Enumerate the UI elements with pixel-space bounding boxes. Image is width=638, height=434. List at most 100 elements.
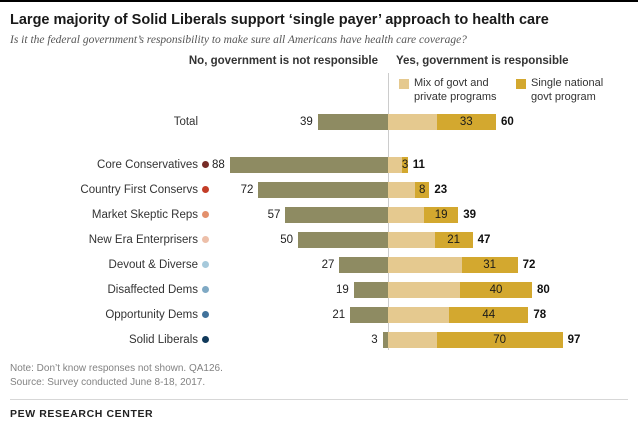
yes-total-value: 80 [537,283,550,296]
chart-source: Source: Survey conducted June 8-18, 2017… [10,377,206,389]
no-bar-zone: 19 [212,281,388,298]
group-label: Core Conservatives [97,158,198,171]
yes-total-value: 23 [434,183,448,196]
group-dot [202,261,209,269]
yes-total-value: 78 [533,308,547,321]
yes-bar-zone: 21 47 [388,231,638,248]
legend-label-single: Single national govt program [531,77,604,103]
group-label: Disaffected Dems [107,283,198,296]
single-value: 44 [482,308,496,321]
no-bar [339,256,388,273]
chart-row: Disaffected Dems 19 40 80 [0,277,638,302]
no-bar [258,181,388,198]
legend-label-mix: Mix of govt and private programs [414,77,497,103]
no-value: 3 [371,333,378,346]
group-dot-zone [198,211,212,219]
mix-bar [388,206,424,223]
no-bar-zone: 21 [212,306,388,323]
group-dot [202,286,209,294]
single-bar: 44 [449,306,529,323]
group-dot-zone [198,336,212,344]
yes-total-value: 39 [463,208,476,221]
single-value: 70 [493,333,506,346]
group-label: Opportunity Dems [105,308,198,321]
yes-bar-zone: 70 97 [388,331,638,348]
group-label: Total [173,115,198,128]
group-dot [202,161,209,169]
single-value: 21 [447,233,461,246]
single-bar: 21 [434,231,473,248]
chart-row: Market Skeptic Reps 57 19 39 [0,202,638,227]
yes-total-value: 60 [500,115,514,128]
single-bar: 3 [402,156,408,173]
chart-notes: Note: Don’t know responses not shown. QA… [10,362,628,390]
group-dot [202,211,209,219]
no-value: 21 [332,308,346,321]
single-value: 40 [489,283,503,296]
single-bar: 19 [424,206,459,223]
mix-bar [388,231,435,248]
chart-row: Core Conservatives 88 3 11 [0,152,638,177]
single-bar: 8 [415,181,430,198]
no-column-header: No, government is not responsible [188,55,378,68]
footer-divider [10,399,628,401]
no-value: 19 [336,283,349,296]
page-title: Large majority of Solid Liberals support… [10,12,549,28]
no-bar [298,231,388,248]
no-bar-zone: 50 [212,231,388,248]
group-label: New Era Enterprisers [88,233,198,246]
chart: No, government is not responsible Yes, g… [0,55,638,352]
mix-bar [388,306,450,323]
mix-swatch [399,79,409,90]
top-border [0,0,638,2]
no-value: 39 [300,115,313,128]
no-value: 27 [321,258,335,271]
no-bar-zone: 27 [212,256,388,273]
group-dot-zone [198,236,212,244]
single-swatch [516,79,526,90]
chart-row: Total 39 33 60 [0,109,638,134]
group-dot [202,336,209,344]
yes-column-header: Yes, government is responsible [396,55,569,68]
yes-bar-zone: 33 60 [388,113,638,130]
chart-legend: Mix of govt and private programs Single … [399,77,613,105]
legend-item-single: Single national govt program [516,77,613,105]
single-bar: 33 [436,113,496,130]
chart-row: Devout & Diverse 27 31 72 [0,252,638,277]
no-bar [353,281,388,298]
no-value: 57 [267,208,281,221]
single-bar: 70 [436,331,563,348]
no-value: 88 [212,158,225,171]
column-headers: No, government is not responsible Yes, g… [0,55,638,71]
yes-total-value: 97 [567,333,581,346]
yes-bar-zone: 8 23 [388,181,638,198]
group-dot [202,236,209,244]
brand-footer: PEW RESEARCH CENTER [10,408,154,421]
no-bar-zone: 57 [212,206,388,223]
single-bar: 31 [461,256,518,273]
single-value: 33 [459,115,473,128]
no-value: 72 [240,183,254,196]
chart-row: Country First Conservs 72 8 23 [0,177,638,202]
mix-bar [388,256,462,273]
group-dot [202,311,209,319]
no-bar [229,156,388,173]
group-label: Market Skeptic Reps [91,208,198,221]
yes-bar-zone: 44 78 [388,306,638,323]
mix-bar [388,281,460,298]
group-label: Solid Liberals [128,333,198,346]
chart-row: Solid Liberals 3 70 97 [0,327,638,352]
single-bar: 40 [460,281,532,298]
no-bar-zone: 3 [212,331,388,348]
no-bar-zone: 72 [212,181,388,198]
chart-subtitle: Is it the federal government’s responsib… [10,34,467,47]
no-bar [382,331,388,348]
chart-row: New Era Enterprisers 50 21 47 [0,227,638,252]
yes-total-value: 47 [477,233,491,246]
group-dot-zone [198,261,212,269]
group-dot [202,186,209,194]
legend-item-mix: Mix of govt and private programs [399,77,504,105]
group-dot-zone [198,311,212,319]
chart-note: Note: Don’t know responses not shown. QA… [10,363,223,375]
single-value: 8 [418,183,426,196]
